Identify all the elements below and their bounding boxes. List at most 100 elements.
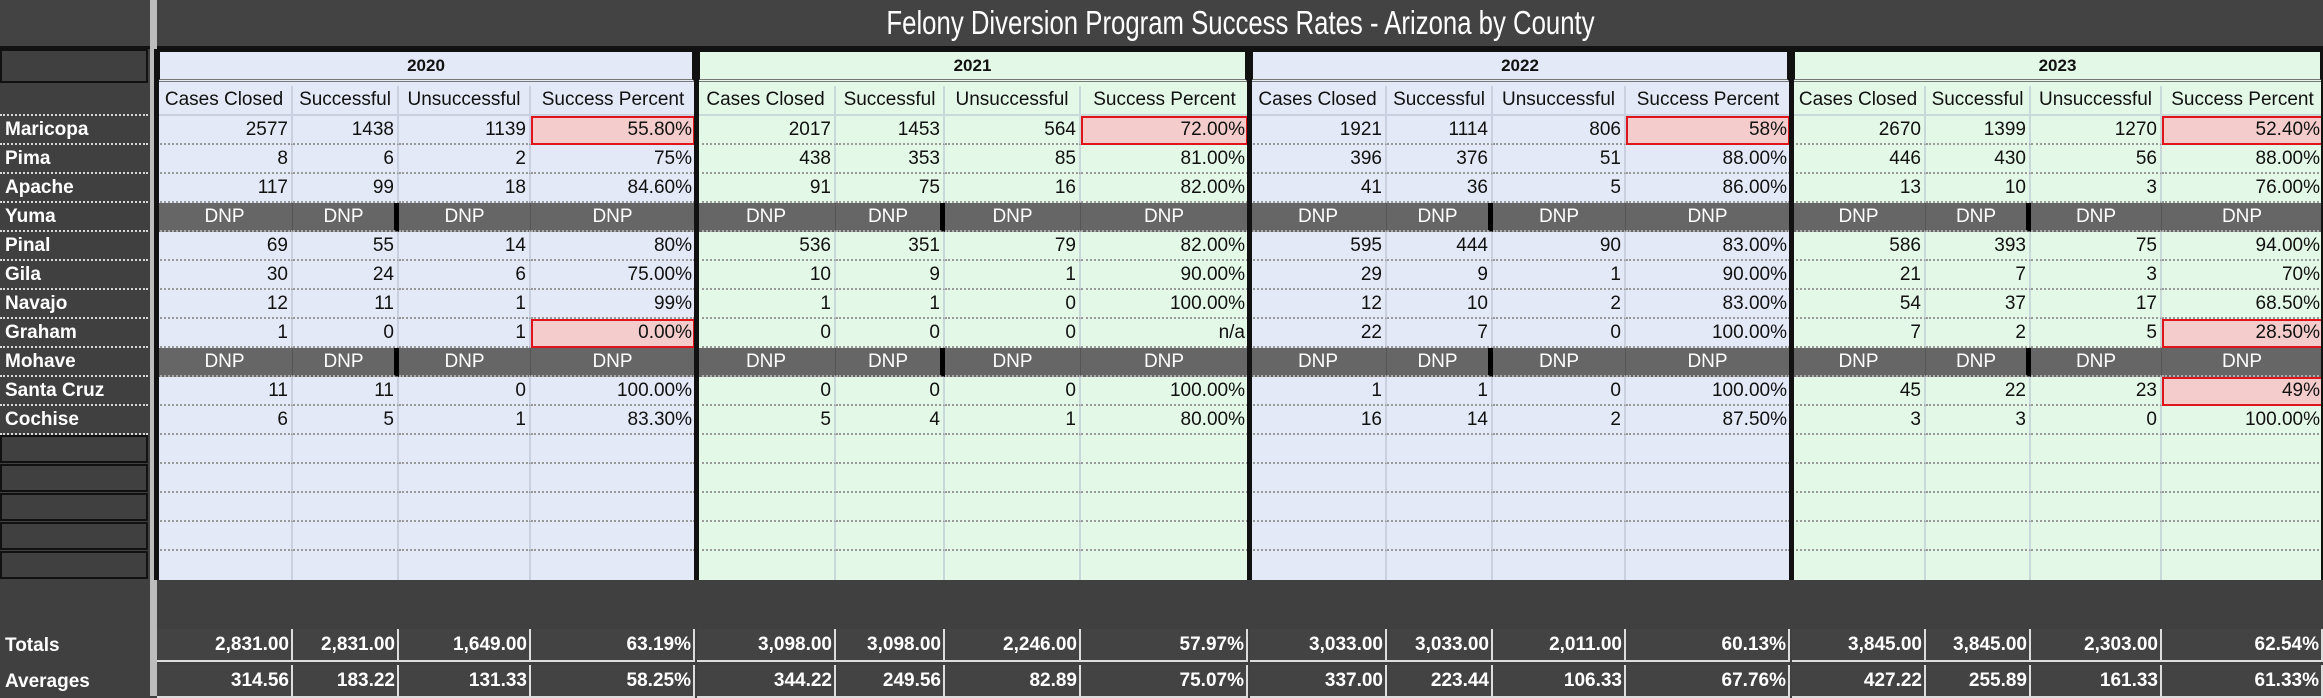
- totals-cell[interactable]: 2,831.00: [157, 629, 293, 662]
- data-cell[interactable]: 6: [399, 261, 531, 290]
- totals-cell[interactable]: 3,845.00: [1792, 629, 1926, 662]
- data-cell[interactable]: 1: [399, 406, 531, 435]
- data-cell[interactable]: 13: [1792, 174, 1926, 203]
- dnp-cell[interactable]: DNP: [1926, 203, 2031, 232]
- empty-cell[interactable]: [1387, 493, 1493, 522]
- data-cell[interactable]: 1: [399, 319, 531, 348]
- empty-cell[interactable]: [1081, 551, 1248, 580]
- empty-cell[interactable]: [1926, 522, 2031, 551]
- data-cell[interactable]: 0: [945, 290, 1081, 319]
- data-cell[interactable]: 3: [2031, 174, 2162, 203]
- dnp-cell[interactable]: DNP: [1926, 348, 2031, 377]
- success-percent-cell[interactable]: 83.00%: [1626, 232, 1790, 261]
- empty-cell[interactable]: [157, 493, 293, 522]
- success-percent-cell[interactable]: 83.30%: [531, 406, 695, 435]
- data-cell[interactable]: 0: [697, 377, 836, 406]
- data-cell[interactable]: 41: [1250, 174, 1387, 203]
- empty-cell[interactable]: [399, 435, 531, 464]
- success-percent-cell[interactable]: 75.00%: [531, 261, 695, 290]
- data-cell[interactable]: 10: [1926, 174, 2031, 203]
- data-cell[interactable]: 7: [1387, 319, 1493, 348]
- empty-cell[interactable]: [1493, 464, 1626, 493]
- empty-cell[interactable]: [399, 464, 531, 493]
- data-cell[interactable]: 16: [1250, 406, 1387, 435]
- data-cell[interactable]: 5: [293, 406, 399, 435]
- data-cell[interactable]: 45: [1792, 377, 1926, 406]
- data-cell[interactable]: 85: [945, 145, 1081, 174]
- averages-cell[interactable]: 58.25%: [531, 665, 695, 698]
- data-cell[interactable]: 7: [1926, 261, 2031, 290]
- dnp-cell[interactable]: DNP: [1387, 348, 1493, 377]
- empty-cell[interactable]: [1493, 551, 1626, 580]
- success-percent-cell[interactable]: 90.00%: [1081, 261, 1248, 290]
- column-header-unsuccessful[interactable]: Unsuccessful: [1493, 86, 1626, 116]
- data-cell[interactable]: 37: [1926, 290, 2031, 319]
- totals-cell[interactable]: 62.54%: [2162, 629, 2323, 662]
- data-cell[interactable]: 0: [697, 319, 836, 348]
- dnp-cell[interactable]: DNP: [293, 203, 399, 232]
- dnp-cell[interactable]: DNP: [2031, 203, 2162, 232]
- dnp-cell[interactable]: DNP: [399, 348, 531, 377]
- data-cell[interactable]: 1438: [293, 116, 399, 145]
- empty-cell[interactable]: [1926, 464, 2031, 493]
- empty-cell[interactable]: [1626, 464, 1790, 493]
- dnp-cell[interactable]: DNP: [836, 348, 945, 377]
- empty-cell[interactable]: [1792, 435, 1926, 464]
- totals-cell[interactable]: 3,033.00: [1250, 629, 1387, 662]
- empty-cell[interactable]: [293, 493, 399, 522]
- column-header-successful[interactable]: Successful: [836, 86, 945, 116]
- empty-cell[interactable]: [945, 522, 1081, 551]
- empty-cell[interactable]: [531, 464, 695, 493]
- dnp-cell[interactable]: DNP: [1250, 348, 1387, 377]
- averages-cell[interactable]: 106.33: [1493, 665, 1626, 698]
- empty-cell[interactable]: [1792, 522, 1926, 551]
- data-cell[interactable]: 56: [2031, 145, 2162, 174]
- averages-cell[interactable]: 344.22: [697, 665, 836, 698]
- empty-cell[interactable]: [293, 551, 399, 580]
- empty-cell[interactable]: [836, 435, 945, 464]
- averages-cell[interactable]: 249.56: [836, 665, 945, 698]
- averages-cell[interactable]: 75.07%: [1081, 665, 1248, 698]
- empty-cell[interactable]: [1493, 522, 1626, 551]
- empty-cell[interactable]: [531, 435, 695, 464]
- averages-cell[interactable]: 337.00: [1250, 665, 1387, 698]
- success-percent-cell[interactable]: 81.00%: [1081, 145, 1248, 174]
- data-cell[interactable]: 6: [293, 145, 399, 174]
- averages-cell[interactable]: 427.22: [1792, 665, 1926, 698]
- column-header-cases-closed[interactable]: Cases Closed: [697, 86, 836, 116]
- empty-cell[interactable]: [697, 435, 836, 464]
- column-header-successful[interactable]: Successful: [293, 86, 399, 116]
- empty-cell[interactable]: [697, 522, 836, 551]
- empty-cell[interactable]: [2031, 522, 2162, 551]
- data-cell[interactable]: 0: [836, 319, 945, 348]
- totals-cell[interactable]: 57.97%: [1081, 629, 1248, 662]
- success-percent-cell[interactable]: 100.00%: [1081, 290, 1248, 319]
- data-cell[interactable]: 79: [945, 232, 1081, 261]
- data-cell[interactable]: 22: [1926, 377, 2031, 406]
- data-cell[interactable]: 6: [157, 406, 293, 435]
- totals-cell[interactable]: 3,033.00: [1387, 629, 1493, 662]
- data-cell[interactable]: 595: [1250, 232, 1387, 261]
- dnp-cell[interactable]: DNP: [1792, 203, 1926, 232]
- data-cell[interactable]: 564: [945, 116, 1081, 145]
- column-header-unsuccessful[interactable]: Unsuccessful: [399, 86, 531, 116]
- success-percent-cell[interactable]: 72.00%: [1081, 116, 1248, 145]
- success-percent-cell[interactable]: n/a: [1081, 319, 1248, 348]
- totals-cell[interactable]: 3,098.00: [697, 629, 836, 662]
- empty-cell[interactable]: [1081, 435, 1248, 464]
- dnp-cell[interactable]: DNP: [945, 348, 1081, 377]
- success-percent-cell[interactable]: 100.00%: [1081, 377, 1248, 406]
- empty-cell[interactable]: [2162, 464, 2323, 493]
- dnp-cell[interactable]: DNP: [1626, 348, 1790, 377]
- averages-cell[interactable]: 67.76%: [1626, 665, 1790, 698]
- data-cell[interactable]: 2: [399, 145, 531, 174]
- empty-cell[interactable]: [1926, 551, 2031, 580]
- empty-cell[interactable]: [157, 551, 293, 580]
- success-percent-cell[interactable]: 68.50%: [2162, 290, 2323, 319]
- success-percent-cell[interactable]: 80%: [531, 232, 695, 261]
- success-percent-cell[interactable]: 0.00%: [531, 319, 695, 348]
- empty-cell[interactable]: [2162, 522, 2323, 551]
- column-header-cases-closed[interactable]: Cases Closed: [157, 86, 293, 116]
- success-percent-cell[interactable]: 82.00%: [1081, 232, 1248, 261]
- data-cell[interactable]: 75: [836, 174, 945, 203]
